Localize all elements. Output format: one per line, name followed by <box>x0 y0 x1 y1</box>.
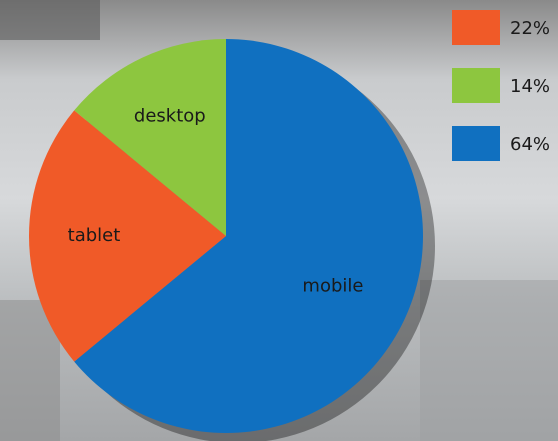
pie-slice <box>74 39 226 236</box>
legend: 22% 14% 64% <box>452 10 550 161</box>
pie-slice <box>28 110 226 362</box>
slice-label: mobile <box>302 275 363 296</box>
background-shape <box>420 280 558 441</box>
legend-swatch <box>452 126 500 161</box>
legend-swatch <box>452 68 500 103</box>
legend-label: 64% <box>510 134 550 155</box>
slice-label: desktop <box>134 106 206 127</box>
legend-label: 22% <box>510 18 550 39</box>
legend-label: 14% <box>510 76 550 97</box>
slice-label: tablet <box>68 225 121 246</box>
pie: mobile tablet desktop <box>28 39 423 433</box>
pie-slice <box>74 39 423 433</box>
legend-swatch <box>452 10 500 45</box>
background-shape <box>0 0 100 40</box>
